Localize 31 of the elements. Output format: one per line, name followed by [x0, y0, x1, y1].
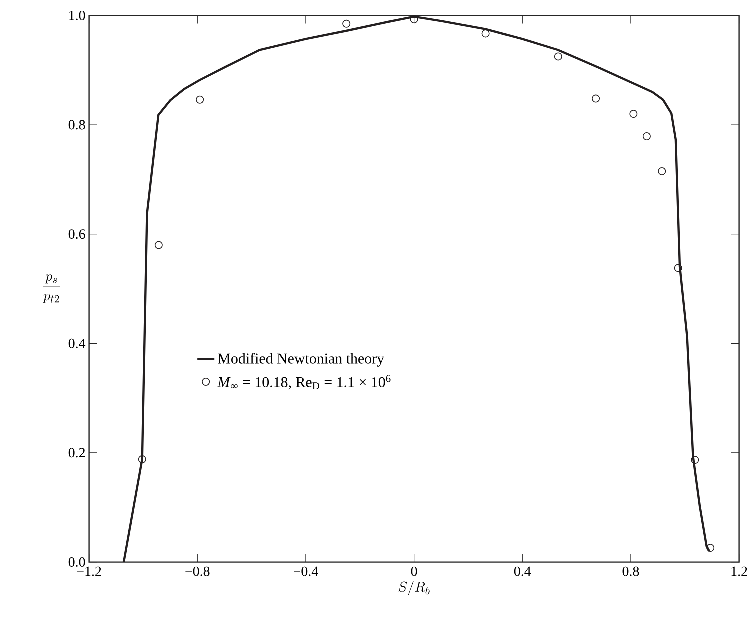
point [410, 16, 418, 24]
y-tick-label: 1.0 [70, 10, 86, 20]
y-tick-label: 0.6 [68, 230, 86, 240]
point [658, 167, 666, 176]
x-tick-label: 1.2 [732, 566, 748, 576]
x-tick-label: 0.8 [622, 566, 640, 576]
point [642, 132, 651, 140]
point [482, 30, 490, 38]
y-tick-label: 0.4 [68, 338, 86, 348]
y-tick-label: 0.2 [68, 448, 86, 458]
y-tick-label: 0.8 [68, 120, 86, 130]
point [138, 456, 146, 464]
point [592, 94, 600, 103]
legend-label: M$_{∞}$ = 10.18, Re$_{D}$ = 1.1 × 10$^{6}$ [218, 375, 391, 390]
x-tick-label: −0.4 [294, 566, 318, 576]
point [554, 52, 562, 61]
x-tick-label: −0.8 [186, 566, 210, 576]
legend-label: Modified Newtonian theory [218, 353, 384, 367]
x-axis-title: $S/R_b$ [398, 581, 430, 596]
x-tick-label: 0 [411, 566, 418, 576]
y-axis-title: $\frac{p_s}{p_{t2}}$ [42, 274, 60, 304]
point [342, 20, 351, 28]
point [691, 456, 700, 464]
y-tick-label: 0.0 [68, 558, 86, 568]
x-tick-label: 0.4 [514, 566, 532, 576]
point [154, 241, 163, 250]
x-tick-label: −1.2 [77, 566, 102, 576]
point [196, 96, 204, 104]
point [630, 110, 638, 118]
point [674, 264, 682, 272]
point [706, 544, 715, 552]
